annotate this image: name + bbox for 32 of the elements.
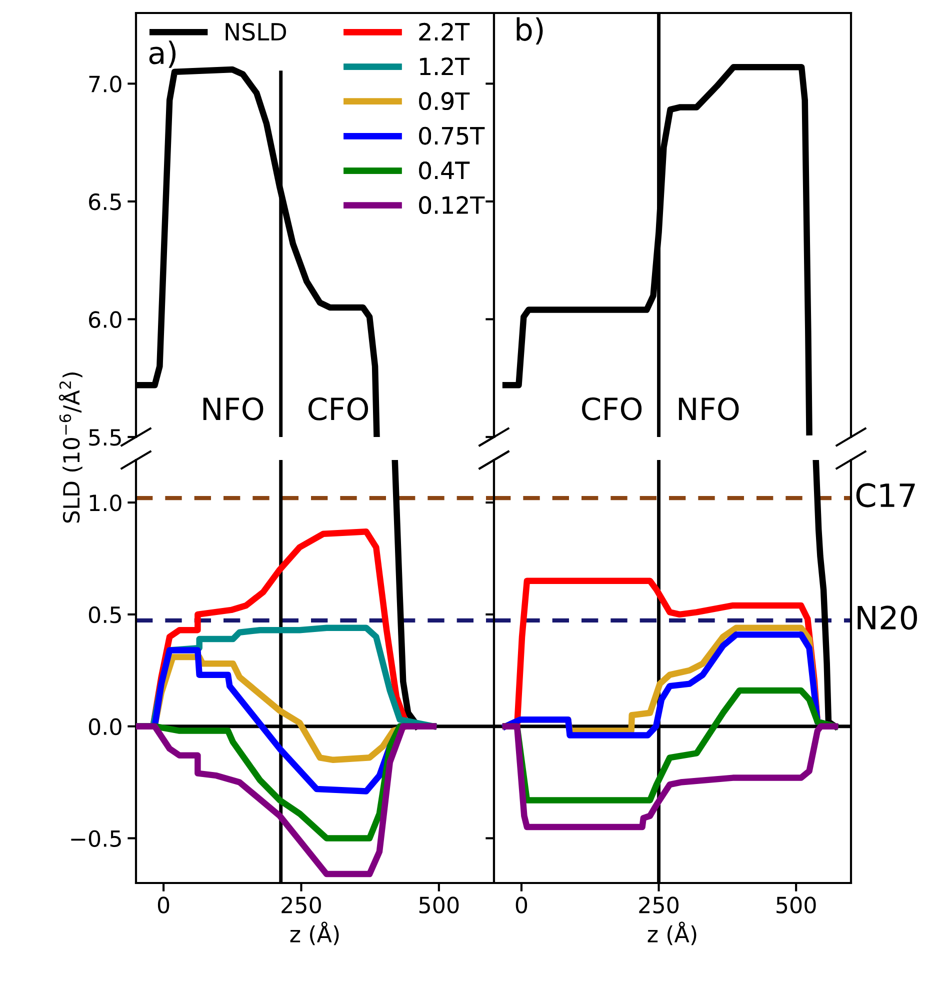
- legend-label: 1.2T: [420, 58, 470, 76]
- ref-line-label: C17: [856, 483, 915, 508]
- x-tick-label: 500: [419, 896, 459, 914]
- y-tick-label: 0.0: [88, 718, 122, 736]
- annotation: CFO: [308, 397, 368, 420]
- annotation: b): [516, 17, 543, 45]
- y-axis-title: SLD (10$^{−6}$/Å$^{2}$): [58, 372, 82, 523]
- annotation: NFO: [203, 397, 264, 420]
- x-axis-title: z (Å): [290, 922, 339, 946]
- legend-label: NSLD: [226, 22, 286, 41]
- legend-label: 0.12T: [419, 196, 485, 214]
- x-tick-label: 250: [639, 896, 678, 914]
- annotation: a): [149, 40, 176, 68]
- y-tick-label: 0.5: [88, 606, 121, 624]
- x-tick-label: 0: [516, 896, 528, 914]
- y-tick-label: 5.5: [89, 429, 121, 446]
- x-tick-label: 500: [776, 896, 816, 914]
- annotation: CFO: [582, 397, 642, 420]
- y-tick-label: 7.0: [89, 76, 122, 92]
- legend-label: 0.75T: [419, 126, 485, 145]
- y-tick-label: 6.0: [89, 311, 122, 328]
- legend-label: 2.2T: [419, 22, 470, 40]
- y-tick-label: 1.0: [90, 494, 122, 512]
- annotation: NFO: [678, 397, 739, 420]
- x-tick-label: 0: [158, 896, 170, 914]
- y-tick-label: −0.5: [71, 830, 121, 847]
- legend-label: 0.4T: [419, 161, 470, 180]
- ref-line-label: N20: [858, 606, 917, 630]
- x-axis-title: z (Å): [648, 922, 696, 946]
- legend-label: 0.9T: [419, 92, 470, 110]
- y-tick-label: 6.5: [89, 193, 121, 210]
- x-tick-label: 250: [282, 896, 321, 914]
